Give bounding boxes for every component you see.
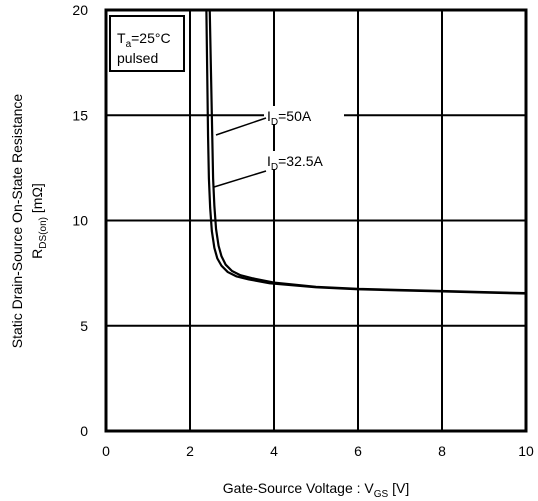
x-tick-label: 2 [186,443,194,459]
series-lines [205,9,527,295]
series-label-2-text: ID=32.5A [267,153,324,173]
y-tick-label: 0 [80,423,88,439]
x-tick-label: 6 [354,443,362,459]
series-label-2-leader [213,170,267,188]
x-tick-label: 8 [438,443,446,459]
y-tick-label: 10 [72,213,88,229]
y-tick-label: 20 [72,2,88,18]
x-axis-label: Gate-Source Voltage : VGS [V] [223,480,409,500]
series-line-1 [208,9,527,295]
series-label-2: ID=32.5A [213,151,334,188]
grid [106,10,526,431]
series-label-1-text: ID=50A [267,108,312,128]
plot-frame [104,8,528,433]
condition-temp: Ta=25°C [117,30,171,50]
condition-box-frame [109,15,185,72]
series-label-1-bg [264,106,344,124]
x-tick-label: 0 [102,443,110,459]
series-label-2-bg [264,151,334,169]
y-tick-label: 5 [80,318,88,334]
condition-pulsed: pulsed [117,50,158,66]
series-line-2 [205,9,527,295]
y-axis-label-line1: Static Drain-Source On-State Resistance [9,94,25,349]
y-tick-label: 15 [72,107,88,123]
series-label-1-leader [215,117,267,136]
series-label-1: ID=50A [215,106,344,136]
tick-labels: 0 2 4 6 8 10 0 5 10 15 20 [72,2,534,459]
condition-box: Ta=25°C pulsed [109,15,185,72]
x-tick-label: 4 [270,443,278,459]
y-axis-label-line2: RDS(on) [mΩ] [29,183,49,259]
x-tick-label: 10 [518,443,534,459]
